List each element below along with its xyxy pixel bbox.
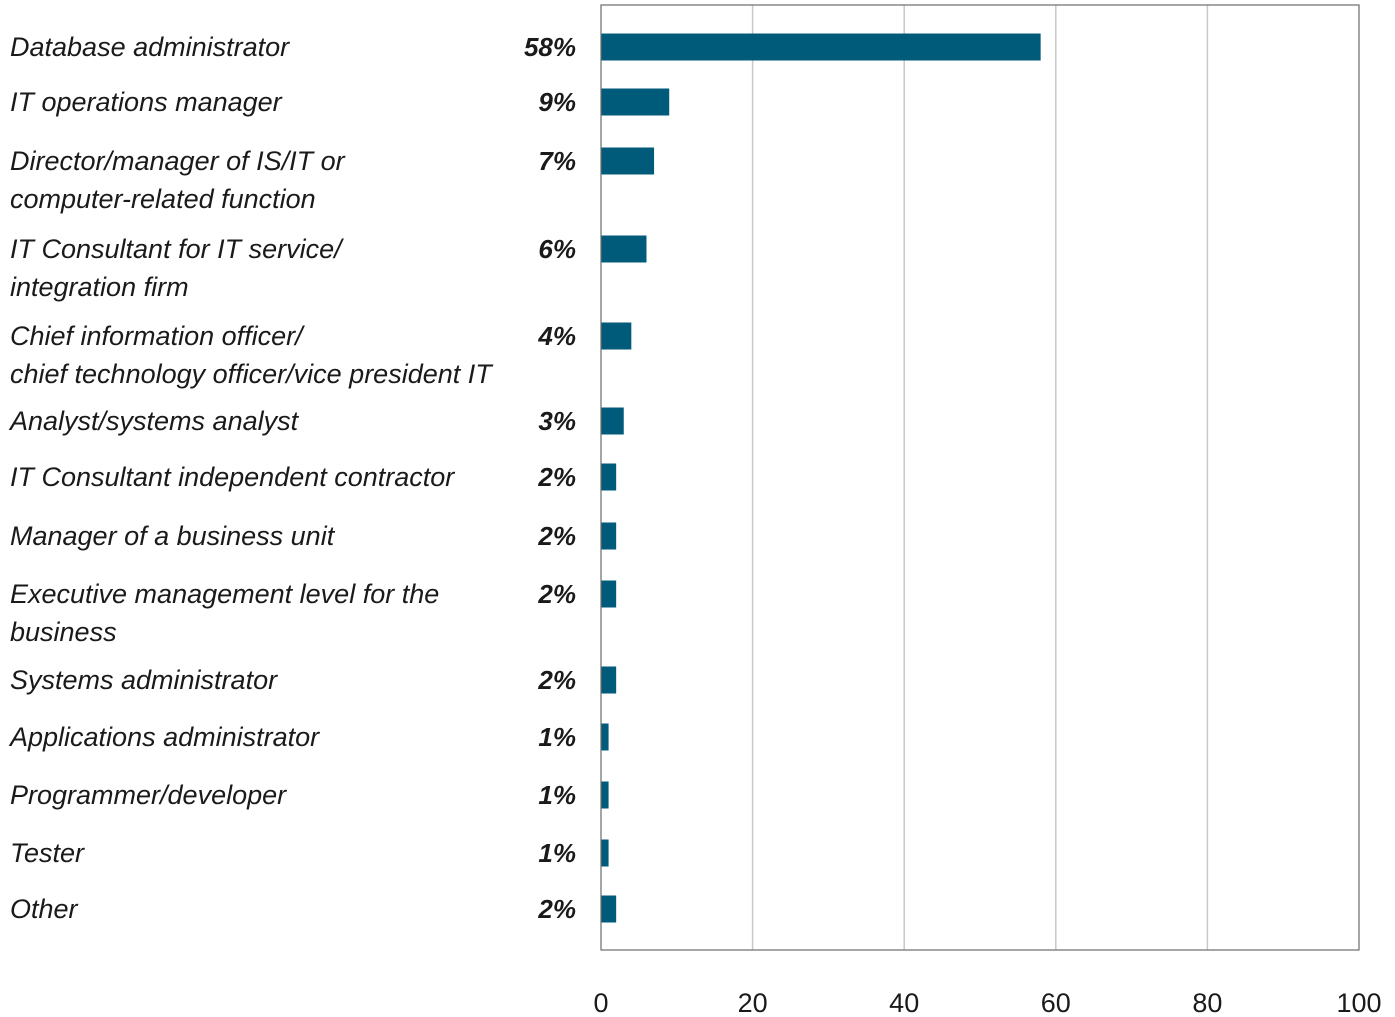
category-label-line: Applications administrator (8, 722, 320, 752)
value-label: 4% (537, 321, 576, 351)
x-tick-label: 100 (1336, 988, 1381, 1017)
value-label: 3% (538, 406, 576, 436)
category-label: IT Consultant independent contractor (10, 462, 455, 492)
value-label: 1% (538, 838, 576, 868)
x-tick-label: 60 (1041, 988, 1071, 1017)
category-label-line: IT operations manager (10, 87, 283, 117)
gridlines (751, 5, 1209, 950)
category-label-line: IT Consultant independent contractor (10, 462, 455, 492)
value-label: 2% (537, 665, 576, 695)
bar (601, 88, 670, 116)
bars (601, 33, 1041, 923)
bar (601, 895, 617, 923)
x-tick-label: 20 (738, 988, 768, 1017)
value-label: 2% (537, 462, 576, 492)
category-label-line: Database administrator (10, 32, 290, 62)
category-label: Manager of a business unit (10, 521, 336, 551)
category-label: Tester (10, 838, 85, 868)
category-label-line: Analyst/systems analyst (8, 406, 300, 436)
category-label-line: chief technology officer/vice president … (10, 359, 494, 389)
bar (601, 781, 609, 809)
category-label-line: Other (10, 894, 79, 924)
value-label: 7% (538, 146, 576, 176)
value-label: 9% (538, 87, 576, 117)
bar (601, 322, 632, 350)
bar (601, 580, 617, 608)
bar (601, 147, 655, 175)
value-label: 2% (537, 521, 576, 551)
category-label: Chief information officer/chief technolo… (10, 321, 494, 389)
category-label: Executive management level for the busine… (10, 579, 439, 647)
category-label: Applications administrator (8, 722, 320, 752)
plot-frame (600, 4, 1360, 951)
category-label-line: IT Consultant for IT service/ (10, 234, 344, 264)
category-label-line: integration firm (10, 272, 189, 302)
category-label-line: Systems administrator (10, 665, 278, 695)
category-label-line: business (10, 617, 117, 647)
bar (601, 839, 609, 867)
bar (601, 235, 647, 263)
bar (601, 522, 617, 550)
category-label: Systems administrator (10, 665, 278, 695)
category-label-line: Executive management level for the (10, 579, 439, 609)
bar (601, 407, 624, 435)
value-label: 2% (537, 579, 576, 609)
category-label: Analyst/systems analyst (8, 406, 300, 436)
bar (601, 723, 609, 751)
category-label-line: Programmer/developer (10, 780, 287, 810)
value-label: 58% (524, 32, 576, 62)
category-label-line: Chief information officer/ (10, 321, 305, 351)
category-label: Director/manager of IS/IT or computer-rel… (10, 146, 346, 214)
value-label: 6% (538, 234, 576, 264)
x-tick-label: 80 (1192, 988, 1222, 1017)
category-label: Other (10, 894, 79, 924)
value-label: 1% (538, 722, 576, 752)
bar (601, 33, 1041, 61)
value-label: 1% (538, 780, 576, 810)
category-labels: Database administrator IT operations mana… (8, 32, 494, 924)
category-label-line: Director/manager of IS/IT or (10, 146, 346, 176)
category-label: IT Consultant for IT service/integration… (10, 234, 344, 302)
category-label: Database administrator (10, 32, 290, 62)
bar (601, 666, 617, 694)
category-label-line: Manager of a business unit (10, 521, 336, 551)
x-tick-label: 40 (889, 988, 919, 1017)
value-labels: 58% 9% 7% 6% 4% 3% 2% 2% 2% 2% 1% 1% 1% 2% (524, 32, 576, 924)
x-tick-label: 0 (593, 988, 608, 1017)
plot-border (600, 4, 1360, 951)
x-axis-ticks: 0 20 40 60 80 100 (593, 988, 1381, 1017)
category-label-line: Tester (10, 838, 85, 868)
category-label: Programmer/developer (10, 780, 287, 810)
bar (601, 463, 617, 491)
category-label: IT operations manager (10, 87, 283, 117)
category-label-line: computer-related function (10, 184, 316, 214)
value-label: 2% (537, 894, 576, 924)
